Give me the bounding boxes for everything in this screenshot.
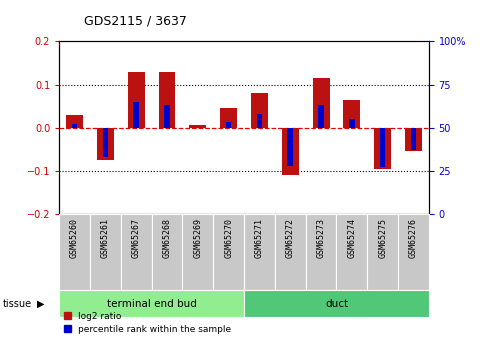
Bar — [103, 128, 108, 157]
Bar — [59, 290, 244, 317]
Bar — [189, 126, 206, 128]
Bar — [244, 214, 275, 290]
Bar — [306, 214, 336, 290]
Bar — [244, 290, 429, 317]
Bar — [159, 71, 176, 128]
Text: terminal end bud: terminal end bud — [106, 299, 197, 308]
Bar — [220, 108, 237, 128]
Bar — [344, 100, 360, 128]
Bar — [398, 214, 429, 290]
Bar — [251, 93, 268, 128]
Bar — [66, 115, 83, 128]
Bar — [349, 119, 354, 128]
Bar — [128, 71, 144, 128]
Text: GSM65272: GSM65272 — [286, 218, 295, 258]
Bar — [97, 128, 114, 160]
Text: GSM65267: GSM65267 — [132, 218, 141, 258]
Bar — [213, 214, 244, 290]
Text: GSM65276: GSM65276 — [409, 218, 418, 258]
Text: GSM65270: GSM65270 — [224, 218, 233, 258]
Text: tissue: tissue — [2, 299, 32, 308]
Legend: log2 ratio, percentile rank within the sample: log2 ratio, percentile rank within the s… — [64, 312, 231, 334]
Bar — [152, 214, 182, 290]
Bar — [275, 214, 306, 290]
Text: GSM65275: GSM65275 — [378, 218, 387, 258]
Text: duct: duct — [325, 299, 348, 308]
Bar — [374, 128, 391, 169]
Text: GSM65269: GSM65269 — [193, 218, 202, 258]
Bar — [318, 105, 324, 128]
Bar — [90, 214, 121, 290]
Text: GSM65268: GSM65268 — [163, 218, 172, 258]
Text: GSM65261: GSM65261 — [101, 218, 110, 258]
Bar — [72, 124, 77, 128]
Bar — [257, 114, 262, 128]
Bar — [411, 128, 416, 150]
Bar — [367, 214, 398, 290]
Text: GDS2115 / 3637: GDS2115 / 3637 — [84, 14, 187, 28]
Text: ▶: ▶ — [37, 299, 44, 308]
Bar — [313, 78, 329, 128]
Text: GSM65273: GSM65273 — [317, 218, 325, 258]
Bar — [121, 214, 152, 290]
Bar — [134, 102, 139, 128]
Text: GSM65260: GSM65260 — [70, 218, 79, 258]
Bar — [405, 128, 422, 151]
Bar — [226, 122, 231, 128]
Bar — [287, 128, 293, 166]
Text: GSM65274: GSM65274 — [348, 218, 356, 258]
Bar — [336, 214, 367, 290]
Bar — [380, 128, 386, 167]
Text: GSM65271: GSM65271 — [255, 218, 264, 258]
Bar — [164, 105, 170, 128]
Bar — [182, 214, 213, 290]
Bar — [282, 128, 299, 175]
Bar — [59, 214, 90, 290]
